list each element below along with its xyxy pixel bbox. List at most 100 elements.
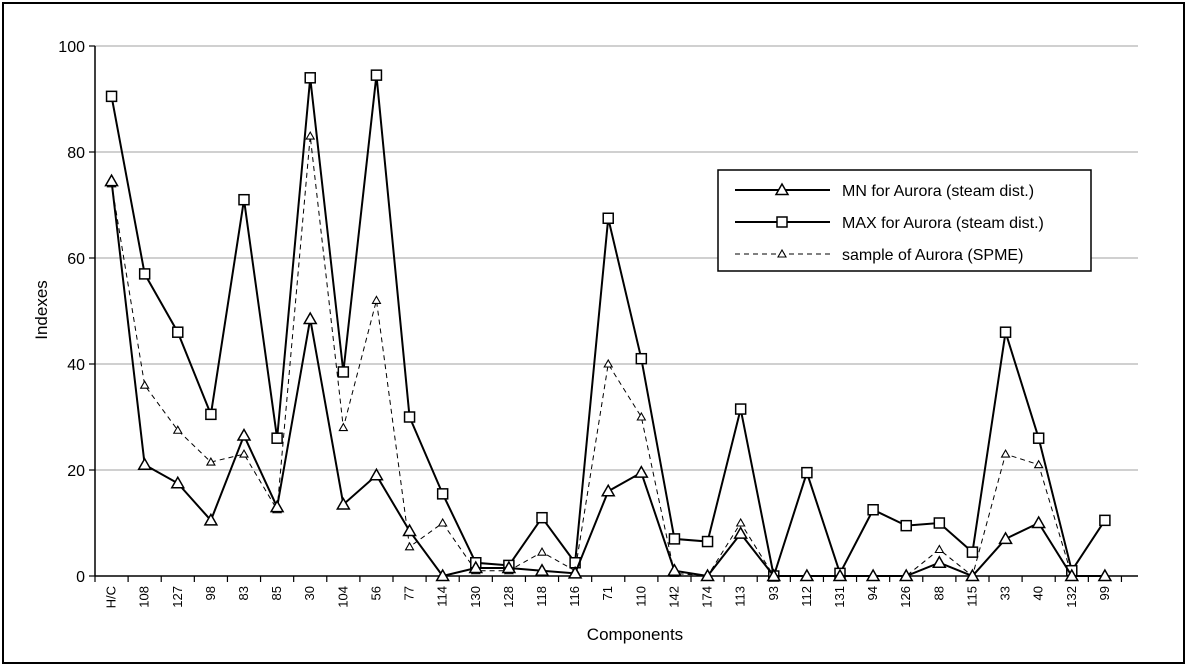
data-point — [735, 517, 746, 527]
data-point — [238, 193, 250, 206]
x-tick-label: 142 — [666, 586, 681, 608]
x-tick-label: 88 — [931, 586, 946, 600]
x-tick-label: 110 — [633, 586, 648, 607]
data-point — [801, 466, 813, 479]
x-tick-label: 113 — [733, 586, 748, 607]
data-point — [933, 517, 946, 529]
x-tick-label: 108 — [137, 586, 152, 608]
data-point — [172, 425, 183, 434]
data-point — [172, 326, 184, 338]
series-line — [110, 75, 1106, 580]
x-tick-label: 112 — [799, 586, 814, 607]
y-tick-label: 0 — [76, 569, 85, 586]
x-tick-label: 115 — [964, 586, 979, 607]
y-tick-label: 80 — [67, 145, 85, 162]
x-tick-label: H/C — [104, 586, 119, 608]
data-point — [369, 467, 384, 481]
x-tick-label: 40 — [1031, 586, 1046, 600]
data-point — [205, 456, 216, 466]
data-point — [304, 72, 316, 84]
x-tick-label: 94 — [865, 586, 880, 600]
data-point — [435, 568, 450, 582]
data-point — [934, 544, 945, 554]
data-point — [534, 563, 550, 576]
data-point — [865, 568, 881, 582]
x-tick-label: 130 — [468, 586, 483, 608]
data-point — [336, 496, 351, 510]
series-group — [104, 69, 1113, 582]
data-point — [998, 531, 1013, 545]
data-point — [1031, 515, 1046, 529]
data-point — [867, 504, 879, 516]
data-point — [436, 488, 449, 500]
y-tick-label: 20 — [67, 463, 85, 480]
data-point — [733, 526, 748, 539]
data-point — [137, 457, 152, 470]
data-point — [203, 512, 219, 526]
x-tick-label: 132 — [1064, 586, 1079, 608]
data-point — [1099, 514, 1111, 527]
x-tick-label: 56 — [368, 586, 383, 600]
data-point — [271, 432, 283, 444]
data-point — [104, 173, 119, 187]
data-point — [774, 182, 790, 196]
data-point — [668, 533, 681, 545]
x-tick-label: 127 — [170, 586, 185, 608]
axis-labels: 0 20 40 60 80 100 H/C 108 127 98 83 85 30 104 56 77 114 1… — [58, 39, 1112, 608]
y-tick-label: 60 — [67, 251, 85, 268]
data-point — [437, 517, 448, 527]
data-point — [777, 248, 787, 258]
y-tick-label: 40 — [67, 357, 85, 374]
data-point — [205, 408, 217, 421]
data-point — [999, 326, 1012, 338]
data-point — [602, 212, 614, 224]
data-point — [402, 523, 417, 537]
data-point — [734, 403, 747, 415]
x-tick-label: 174 — [700, 586, 715, 608]
data-point — [636, 411, 647, 421]
x-tick-label: 114 — [435, 586, 450, 607]
data-point — [900, 519, 912, 532]
data-point — [138, 268, 151, 280]
x-tick-label: 33 — [998, 586, 1013, 600]
data-point — [404, 541, 415, 551]
x-tick-label: 131 — [832, 586, 847, 608]
x-tick-label: 128 — [501, 586, 516, 608]
gridlines — [95, 45, 1138, 471]
data-point — [536, 511, 548, 524]
data-point — [305, 130, 316, 140]
data-point — [1000, 448, 1011, 458]
data-point — [236, 428, 252, 441]
x-tick-label: 98 — [203, 586, 218, 600]
x-tick-label: 126 — [898, 586, 913, 608]
x-tick-label: 77 — [402, 586, 417, 600]
data-point — [898, 568, 914, 582]
data-point — [403, 411, 416, 423]
data-point — [766, 568, 782, 582]
data-point — [302, 311, 318, 325]
data-point — [701, 535, 714, 548]
x-tick-label: 71 — [600, 586, 615, 600]
x-tick-label: 93 — [766, 586, 781, 600]
data-point — [139, 380, 150, 389]
data-point — [105, 90, 118, 103]
legend-label: MN for Aurora (steam dist.) — [842, 183, 1034, 200]
x-tick-label: 118 — [534, 586, 549, 607]
x-tick-label: 99 — [1097, 586, 1112, 600]
data-point — [634, 465, 649, 478]
data-point — [371, 295, 382, 304]
data-point — [966, 546, 979, 558]
data-point — [799, 568, 815, 582]
x-axis-title: Components — [587, 625, 683, 644]
data-point — [700, 568, 715, 582]
x-tick-label: 85 — [269, 586, 284, 600]
x-tick-label: 104 — [335, 586, 350, 608]
legend-label: sample of Aurora (SPME) — [842, 247, 1023, 264]
data-point — [567, 565, 583, 579]
legend-label: MAX for Aurora (steam dist.) — [842, 215, 1044, 232]
data-point — [1032, 432, 1045, 444]
data-point — [635, 352, 648, 365]
data-point — [501, 560, 517, 574]
